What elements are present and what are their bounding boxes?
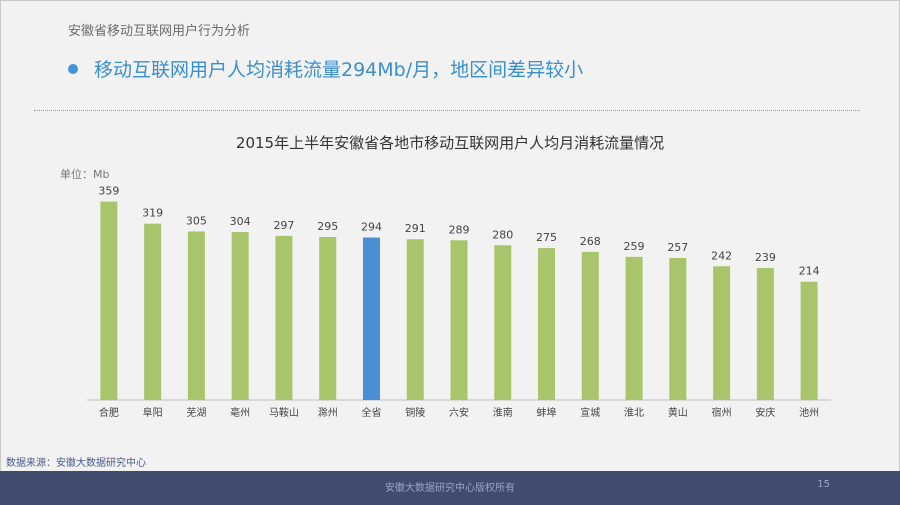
bar-宣城 bbox=[581, 251, 599, 400]
data-label: 275 bbox=[536, 231, 557, 244]
category-label: 滁州 bbox=[318, 406, 338, 419]
bar-宿州 bbox=[713, 266, 731, 400]
bar-六安 bbox=[450, 240, 468, 400]
bar-蚌埠 bbox=[538, 248, 556, 400]
bar-铜陵 bbox=[406, 239, 424, 400]
bar-淮南 bbox=[494, 245, 512, 400]
data-label: 297 bbox=[273, 219, 294, 232]
footer-bar: 安徽大数据研究中心版权所有 15 bbox=[0, 471, 900, 505]
category-label: 芜湖 bbox=[186, 406, 206, 419]
category-label: 宿州 bbox=[712, 406, 732, 419]
data-label: 291 bbox=[405, 222, 426, 235]
category-label: 淮北 bbox=[624, 407, 644, 419]
section-title: 安徽省移动互联网用户行为分析 bbox=[68, 24, 251, 39]
category-label: 安庆 bbox=[755, 406, 775, 419]
headline: 移动互联网用户人均消耗流量294Mb/月，地区间差异较小 bbox=[68, 55, 583, 82]
category-label: 全省 bbox=[361, 406, 381, 419]
data-label: 214 bbox=[799, 265, 820, 278]
data-label: 294 bbox=[361, 221, 382, 234]
unit-label: 单位：Mb bbox=[60, 168, 110, 181]
headline-text: 移动互联网用户人均消耗流量294Mb/月，地区间差异较小 bbox=[94, 59, 584, 81]
bar-芜湖 bbox=[187, 231, 205, 400]
category-label: 阜阳 bbox=[143, 406, 163, 419]
data-label: 359 bbox=[98, 185, 119, 198]
bar-chart: 359 合肥 319 阜阳 305 芜湖 304 亳州 297 马鞍山 295 滁州 294 全省 291 铜… bbox=[87, 185, 831, 419]
bar-阜阳 bbox=[144, 223, 162, 400]
bar-全省 bbox=[362, 237, 380, 400]
category-label: 马鞍山 bbox=[269, 406, 299, 419]
bar-淮北 bbox=[625, 256, 643, 400]
bullet-icon bbox=[68, 63, 78, 74]
data-label: 319 bbox=[142, 207, 163, 220]
bar-马鞍山 bbox=[275, 235, 293, 400]
category-label: 铜陵 bbox=[405, 407, 425, 419]
category-label: 池州 bbox=[799, 406, 819, 419]
category-label: 淮南 bbox=[493, 406, 513, 419]
data-label: 257 bbox=[667, 241, 688, 254]
data-label: 242 bbox=[711, 249, 732, 262]
bar-滁州 bbox=[319, 236, 337, 400]
category-label: 合肥 bbox=[99, 406, 119, 419]
category-label: 蚌埠 bbox=[537, 406, 557, 419]
bar-安庆 bbox=[756, 267, 774, 400]
category-label: 宣城 bbox=[580, 406, 600, 419]
data-label: 289 bbox=[449, 223, 470, 236]
page-number: 15 bbox=[817, 479, 830, 490]
category-label: 亳州 bbox=[230, 406, 250, 419]
category-label: 黄山 bbox=[668, 406, 688, 419]
data-label: 268 bbox=[580, 235, 601, 248]
category-label: 六安 bbox=[449, 406, 469, 419]
bar-黄山 bbox=[669, 257, 687, 400]
data-label: 280 bbox=[492, 228, 513, 241]
data-label: 239 bbox=[755, 251, 776, 264]
data-source: 数据来源：安徽大数据研究中心 bbox=[6, 458, 146, 469]
bar-合肥 bbox=[100, 201, 118, 400]
data-label: 259 bbox=[624, 240, 645, 253]
bar-亳州 bbox=[231, 232, 249, 400]
copyright-text: 安徽大数据研究中心版权所有 bbox=[385, 483, 515, 494]
bar-池州 bbox=[800, 281, 818, 400]
data-label: 295 bbox=[317, 220, 338, 233]
data-label: 305 bbox=[186, 214, 207, 227]
data-label: 304 bbox=[230, 215, 251, 228]
dotted-divider bbox=[34, 110, 860, 111]
chart-title: 2015年上半年安徽省各地市移动互联网用户人均月消耗流量情况 bbox=[235, 134, 665, 152]
